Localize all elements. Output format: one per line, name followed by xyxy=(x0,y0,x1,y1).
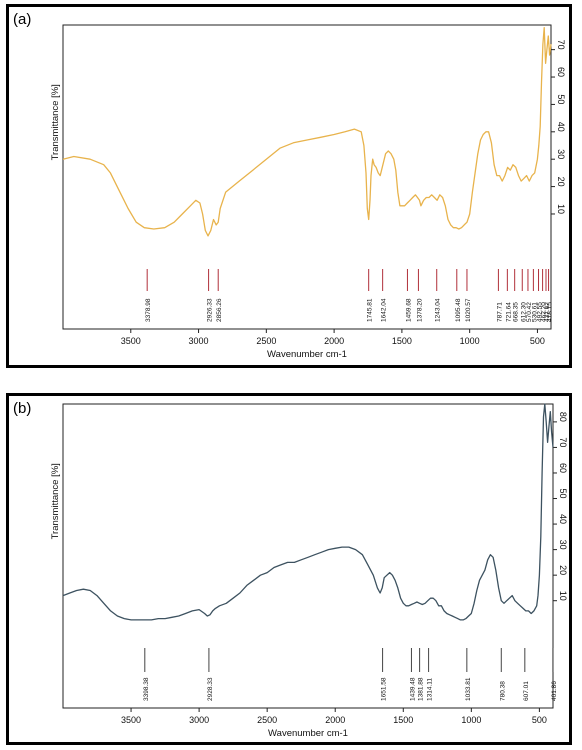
peak-label: 787.71 xyxy=(496,302,503,322)
peak-label: 1745.81 xyxy=(367,298,374,322)
y-tick-label: 60 xyxy=(556,67,566,77)
peak-label: 1095.48 xyxy=(455,298,462,322)
y-tick-label: 30 xyxy=(558,540,568,550)
chart-panel-a: (a) 3500 3000 2500 2000 1500 1000 500 10 20 30 40 5… xyxy=(6,4,572,368)
x-tick-label: 500 xyxy=(532,715,547,725)
peak-label: 1642.04 xyxy=(381,298,388,322)
peak-label: 1381.88 xyxy=(418,677,425,701)
y-tick-label: 70 xyxy=(558,437,568,447)
peak-label: 2928.33 xyxy=(207,677,214,701)
x-tick-label: 3000 xyxy=(189,336,209,346)
peak-label: 668.35 xyxy=(513,302,520,322)
plot-frame xyxy=(62,24,552,330)
peak-label: 3378.98 xyxy=(145,298,152,322)
panel-label-b: (b) xyxy=(13,400,32,417)
y-axis-label: Transmittance [%] xyxy=(50,84,61,160)
y-tick-label: 80 xyxy=(558,412,568,422)
x-tick-label: 3500 xyxy=(121,715,141,725)
spectrum-line-b xyxy=(62,403,554,621)
peak-label: 721.64 xyxy=(505,302,512,322)
y-tick-label: 30 xyxy=(556,149,566,159)
peak-label: 570.42 xyxy=(526,302,533,322)
y-tick-label: 40 xyxy=(556,122,566,132)
y-tick-label: 20 xyxy=(558,565,568,575)
x-tick-label: 1000 xyxy=(460,336,480,346)
peak-label: 462.20 xyxy=(541,302,548,322)
x-axis-label: Wavenumber cm-1 xyxy=(267,349,347,360)
x-tick-label: 1000 xyxy=(461,715,481,725)
x-tick-label: 1500 xyxy=(393,715,413,725)
peak-label: 612.30 xyxy=(520,302,527,322)
y-tick-label: 60 xyxy=(558,463,568,473)
peak-label: 530.61 xyxy=(531,302,538,322)
spectrum-line-a xyxy=(62,27,552,237)
x-axis-label: Wavenumber cm-1 xyxy=(268,728,348,739)
ftir-spectrum-a: 3500 3000 2500 2000 1500 1000 500 10 20 30 40 50 60 7… xyxy=(50,24,566,360)
y-tick-label: 70 xyxy=(556,40,566,50)
peak-label: 780.38 xyxy=(499,681,506,701)
y-tick-label: 50 xyxy=(558,489,568,499)
y-tick-label: 50 xyxy=(556,94,566,104)
peak-label: 437.62 xyxy=(544,302,551,322)
peak-label: 607.01 xyxy=(523,681,530,701)
x-tick-label: 500 xyxy=(530,336,545,346)
x-tick-label: 2000 xyxy=(325,715,345,725)
y-tick-label: 40 xyxy=(558,514,568,524)
peak-label: 1651.58 xyxy=(381,677,388,701)
peak-label: 1314.11 xyxy=(427,678,434,701)
chart-panel-b: (b) 3500 3000 2500 2000 1500 1000 500 10 20 30 40 5… xyxy=(6,393,572,745)
peak-label: 1439.48 xyxy=(409,677,416,701)
peak-label: 1378.20 xyxy=(416,298,423,322)
x-tick-label: 3500 xyxy=(121,336,141,346)
x-tick-label: 2000 xyxy=(324,336,344,346)
peak-label: 1243.04 xyxy=(435,298,442,322)
x-tick-label: 3000 xyxy=(189,715,209,725)
peak-label: 492.55 xyxy=(537,302,544,322)
x-tick-label: 1500 xyxy=(392,336,412,346)
peak-label: 401.86 xyxy=(551,681,558,701)
plot-frame xyxy=(62,403,554,709)
peak-label: 1459.68 xyxy=(405,298,412,322)
y-tick-label: 10 xyxy=(556,204,566,214)
y-axis-label: Transmittance [%] xyxy=(50,463,61,539)
x-tick-label: 2500 xyxy=(256,336,276,346)
ftir-spectrum-b: 3500 3000 2500 2000 1500 1000 5001020304050607… xyxy=(50,403,568,739)
peak-label: 2926.33 xyxy=(207,298,214,322)
peak-label: 1033.81 xyxy=(465,677,472,701)
peak-label: 1020.57 xyxy=(465,298,472,322)
panel-label-a: (a) xyxy=(13,11,32,28)
peak-label: 418.15 xyxy=(547,302,554,322)
y-tick-label: 10 xyxy=(558,591,568,601)
y-tick-label: 20 xyxy=(556,177,566,187)
x-tick-label: 2500 xyxy=(257,715,277,725)
peak-label: 2856.26 xyxy=(216,298,223,322)
peak-label: 3398.38 xyxy=(143,677,150,701)
